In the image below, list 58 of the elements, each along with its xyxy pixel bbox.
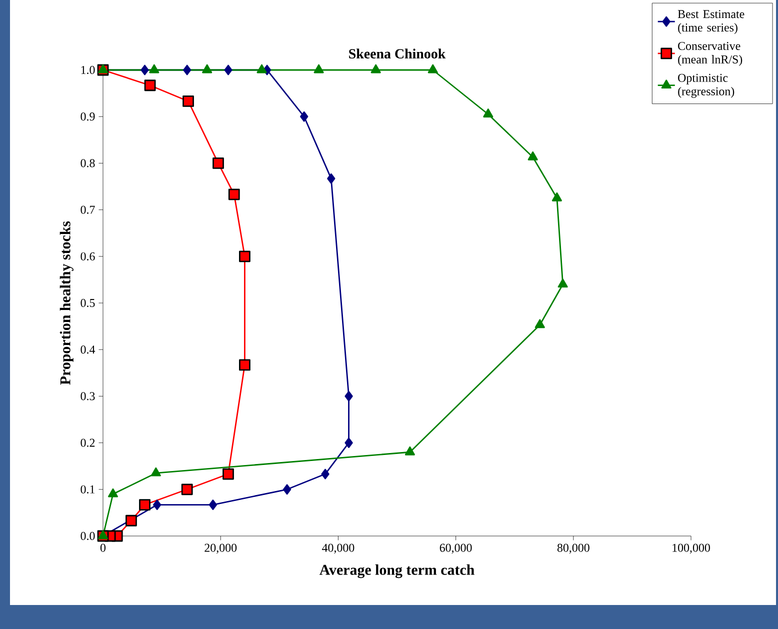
point xyxy=(149,64,160,74)
point xyxy=(344,390,353,402)
legend-label: Conservative (mean lnR/S) xyxy=(678,42,742,66)
point xyxy=(228,188,240,200)
legend-label: Optimistic (regression) xyxy=(678,74,734,98)
y-tick-label: 0.2 xyxy=(80,438,95,447)
y-tick-label: 0.1 xyxy=(80,485,95,494)
y-tick-label: 0.6 xyxy=(80,252,95,260)
x-axis-title: Average long term catch xyxy=(319,564,474,578)
point xyxy=(239,359,250,371)
point xyxy=(552,192,562,202)
point xyxy=(321,468,330,480)
point xyxy=(239,250,250,262)
y-tick-label: 0.0 xyxy=(80,532,95,540)
point xyxy=(181,484,193,496)
point xyxy=(256,64,267,74)
point xyxy=(282,484,292,495)
point xyxy=(140,64,149,76)
point xyxy=(404,446,415,456)
x-tick-label: 80,000 xyxy=(557,544,590,554)
point xyxy=(212,157,224,169)
y-tick-label: 0.4 xyxy=(80,346,96,354)
point xyxy=(108,488,118,498)
y-tick-label: 0.3 xyxy=(80,392,95,400)
point xyxy=(126,514,137,526)
point xyxy=(150,467,161,476)
y-axis-title: Proportion healthy stocks xyxy=(60,221,74,385)
point xyxy=(182,96,194,107)
point xyxy=(558,278,568,288)
point xyxy=(202,64,212,74)
x-tick-label: 40,000 xyxy=(322,544,354,554)
y-tick-label: 0.5 xyxy=(80,298,95,308)
y-tick-label: 1.0 xyxy=(81,66,95,74)
point xyxy=(327,173,336,184)
point xyxy=(528,151,538,160)
chart-title: Skeena Chinook xyxy=(349,48,446,58)
point xyxy=(222,468,234,480)
point xyxy=(224,64,232,76)
point xyxy=(153,500,162,510)
x-tick-label: 20,000 xyxy=(204,544,237,554)
point xyxy=(534,319,545,328)
point xyxy=(483,108,494,118)
x-tick-label: 0 xyxy=(100,544,106,552)
x-tick-label: 60,000 xyxy=(440,544,472,554)
y-tick-label: 0.8 xyxy=(80,159,95,168)
point xyxy=(144,80,156,92)
point xyxy=(344,438,353,448)
y-tick-label: 0.7 xyxy=(80,206,95,214)
x-tick-label: 100,000 xyxy=(672,544,710,554)
point xyxy=(183,64,192,76)
point xyxy=(300,111,308,122)
point xyxy=(139,499,150,510)
point xyxy=(208,500,218,510)
point xyxy=(370,64,381,74)
legend-label: Best Estimate (time series) xyxy=(678,10,744,34)
point xyxy=(428,64,438,74)
y-tick-label: 0.9 xyxy=(80,112,95,121)
point xyxy=(314,64,324,74)
